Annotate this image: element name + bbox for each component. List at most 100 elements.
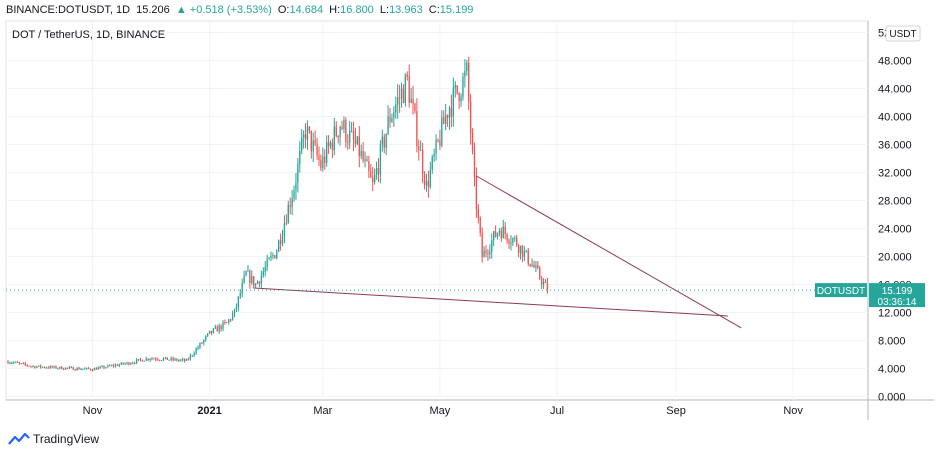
candle-body xyxy=(370,171,372,178)
candle xyxy=(26,364,28,367)
tradingview-logo[interactable]: TradingView xyxy=(8,431,99,447)
candle xyxy=(62,367,65,371)
candle-body xyxy=(546,282,549,291)
candle-body xyxy=(120,362,122,365)
candle-body xyxy=(279,240,282,244)
candle-body xyxy=(301,137,303,151)
candle-body xyxy=(441,117,443,146)
candle-body xyxy=(143,360,145,362)
candle xyxy=(208,330,211,334)
candle-body xyxy=(99,366,101,368)
symbol-interval[interactable]: BINANCE:DOTUSDT, 1D xyxy=(6,4,131,16)
candle-body xyxy=(512,238,514,243)
candle-body xyxy=(247,270,249,272)
candle-body xyxy=(185,359,188,361)
candle-body xyxy=(473,150,476,177)
candle-body xyxy=(26,364,28,366)
candle xyxy=(301,128,303,155)
candle xyxy=(320,154,322,172)
candle-body xyxy=(400,88,403,99)
candle-body xyxy=(452,87,455,117)
candle xyxy=(537,260,539,270)
candle-body xyxy=(253,276,255,286)
candle xyxy=(135,358,138,365)
candle-body xyxy=(243,275,245,283)
candle xyxy=(529,263,531,268)
candle-body xyxy=(454,85,456,88)
currency-badge[interactable]: USDT xyxy=(885,25,921,42)
candle-body xyxy=(414,103,416,112)
candle xyxy=(118,363,121,368)
candle-body xyxy=(466,62,468,72)
candle xyxy=(53,365,55,369)
candle xyxy=(458,92,460,110)
candle-body xyxy=(224,322,226,324)
candle xyxy=(404,73,407,107)
candle-body xyxy=(335,126,337,136)
candle-body xyxy=(310,130,312,152)
candle-body xyxy=(110,365,113,367)
candle xyxy=(222,320,224,332)
candle xyxy=(149,358,151,362)
candle xyxy=(245,270,247,277)
candle-body xyxy=(103,366,105,368)
candle-body xyxy=(172,358,174,361)
candle xyxy=(406,71,408,81)
candle-body xyxy=(134,362,136,364)
candle-body xyxy=(500,230,503,239)
resistance-trendline[interactable] xyxy=(476,175,742,329)
candle xyxy=(491,233,493,259)
candle-body xyxy=(32,366,34,368)
candle-body xyxy=(28,365,30,367)
candle xyxy=(494,225,497,238)
candle xyxy=(358,125,360,168)
candle xyxy=(345,117,347,148)
candle xyxy=(22,362,25,365)
candle-body xyxy=(327,142,330,147)
candle-body xyxy=(107,365,109,368)
candle xyxy=(349,120,351,149)
candle xyxy=(38,365,40,368)
candle-body xyxy=(368,161,370,172)
candle xyxy=(93,367,96,371)
candle xyxy=(489,244,491,260)
candle-body xyxy=(412,98,414,104)
support-trendline[interactable] xyxy=(253,287,728,317)
candle xyxy=(297,158,299,193)
candle xyxy=(11,361,13,365)
candle-body xyxy=(130,363,132,365)
candle xyxy=(427,170,430,198)
candle-body xyxy=(320,160,322,169)
candle-body xyxy=(197,347,199,349)
candle xyxy=(420,140,422,151)
candle-body xyxy=(395,104,397,113)
candle xyxy=(34,365,36,369)
candle xyxy=(137,358,140,362)
candle xyxy=(89,368,92,371)
candle-body xyxy=(89,368,92,370)
candle xyxy=(471,128,474,155)
candle-body xyxy=(431,156,433,170)
candle xyxy=(325,135,328,167)
candle-body xyxy=(276,251,278,259)
currency-badge-label: USDT xyxy=(889,29,916,40)
candle xyxy=(101,365,103,368)
candle-body xyxy=(420,149,422,151)
candle-body xyxy=(423,174,426,186)
candle-body xyxy=(492,231,495,241)
candle xyxy=(327,135,330,155)
candle-body xyxy=(410,98,412,103)
candle-body xyxy=(433,153,435,157)
candle-body xyxy=(510,242,512,244)
candle-body xyxy=(164,357,167,359)
candle xyxy=(462,72,464,101)
candle xyxy=(435,134,437,161)
candle xyxy=(448,105,451,130)
candle-body xyxy=(191,355,193,357)
candle-body xyxy=(297,163,299,183)
candle-body xyxy=(206,333,209,337)
candle xyxy=(253,275,255,289)
candle-body xyxy=(38,365,40,367)
candle xyxy=(492,230,495,247)
